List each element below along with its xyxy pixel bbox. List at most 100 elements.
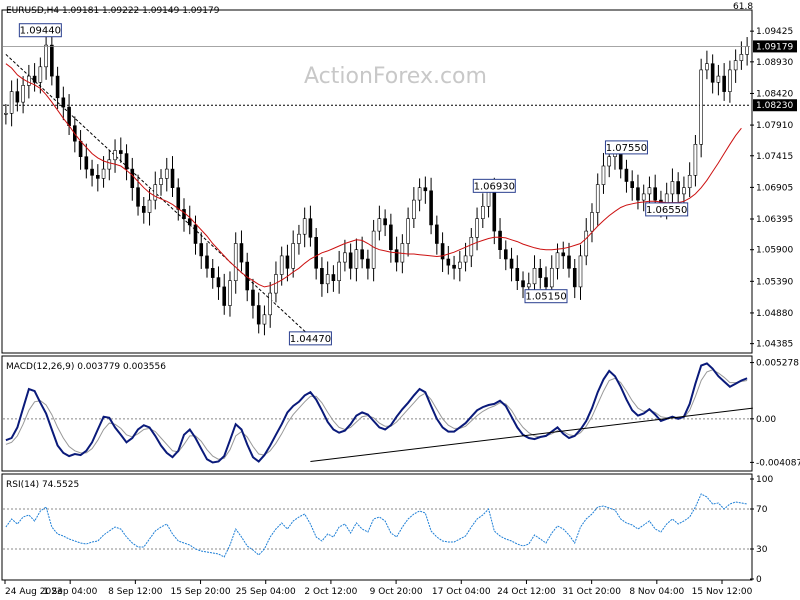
- price-annotation-box: [604, 140, 648, 155]
- candle-body: [555, 252, 560, 269]
- candle-body: [314, 237, 318, 269]
- candle-body: [446, 258, 451, 266]
- price-y-tick-label: 1.06905: [756, 183, 793, 193]
- candle-body: [722, 75, 726, 92]
- x-tick-label: 8 Nov 04:00: [629, 587, 684, 597]
- candle-body: [544, 277, 548, 288]
- candle-body: [216, 277, 221, 288]
- candle-body: [383, 218, 387, 226]
- candle-body: [4, 113, 8, 115]
- candle-body: [682, 187, 686, 195]
- candle-body: [423, 187, 428, 192]
- candle-body: [118, 150, 123, 154]
- candle-body: [113, 150, 117, 161]
- candle-body: [320, 267, 324, 285]
- price-annotation-label: 1.06930: [474, 181, 515, 192]
- candle-body: [647, 187, 652, 195]
- candle-body: [515, 267, 520, 281]
- macd-y-tick-label: -0.004087: [756, 458, 800, 468]
- candle-body: [222, 286, 227, 306]
- x-tick-label: 24 Oct 12:00: [497, 587, 556, 597]
- macd-y-tick-label: 0.005278: [756, 359, 799, 369]
- candle-body: [458, 261, 462, 269]
- candle-body: [348, 252, 353, 269]
- candle-body: [366, 258, 370, 269]
- candle-body: [406, 218, 410, 244]
- candle-body: [233, 243, 238, 282]
- candle-body: [331, 274, 336, 281]
- candle-body: [124, 153, 129, 170]
- price-annotation-box: [472, 178, 516, 193]
- candle-body: [291, 243, 295, 269]
- rsi-y-tick-label: 30: [756, 545, 768, 555]
- macd-panel-title: MACD(12,26,9) 0.003779 0.003556: [6, 362, 166, 372]
- candle-body: [745, 46, 749, 55]
- candle-body: [302, 218, 307, 235]
- rsi-y-axis: 100 70 30 0: [750, 475, 773, 585]
- price-y-tick-label: 1.08930: [756, 58, 793, 68]
- x-tick-label: 2 Oct 12:00: [304, 587, 357, 597]
- current-price-label: 1.09179: [756, 42, 793, 52]
- price-annotation-box: [524, 289, 568, 304]
- price-annotation-label: 1.05150: [525, 292, 566, 303]
- price-y-tick-label: 1.08420: [756, 89, 793, 99]
- candle-body: [164, 168, 169, 179]
- candle-body: [389, 224, 393, 250]
- candle-body: [239, 243, 244, 263]
- price-annotation-box: [288, 331, 332, 346]
- candle-body: [452, 264, 456, 269]
- watermark: ActionForex.com: [304, 64, 487, 89]
- candle-body: [32, 75, 37, 83]
- price-annotation-label: 1.07550: [606, 143, 647, 154]
- candle-body: [636, 187, 640, 201]
- candle-body: [607, 156, 612, 167]
- candle-body: [55, 75, 60, 99]
- candle-body: [412, 199, 416, 220]
- x-tick-label: 17 Oct 04:00: [432, 587, 491, 597]
- price-y-tick-label: 1.04385: [756, 340, 793, 350]
- price-trendline: [5, 54, 311, 337]
- x-tick-label: 24 Aug 2023: [5, 587, 63, 597]
- price-y-axis: 1.09425 1.08930 1.08420 1.07910 1.07415 1.069…: [750, 27, 793, 350]
- candle-body: [624, 168, 629, 182]
- candle-body: [153, 184, 158, 201]
- candle-body: [578, 255, 583, 288]
- candle-body: [710, 63, 715, 83]
- candle-body: [199, 243, 204, 257]
- rsi-y-tick-label: 0: [756, 575, 762, 585]
- candle-body: [521, 280, 525, 288]
- candle-body: [354, 249, 359, 269]
- candle-body: [463, 255, 468, 263]
- level-line-label-box: [753, 99, 797, 112]
- price-y-tick-label: 1.09425: [756, 27, 793, 37]
- candle-body: [176, 187, 181, 210]
- candle-body: [733, 60, 738, 71]
- price-y-tick-label: 1.07415: [756, 152, 793, 162]
- level-line-label: 1.08230: [756, 101, 793, 111]
- candle-body: [590, 212, 594, 232]
- candle-body: [268, 292, 272, 316]
- candle-body: [371, 230, 376, 269]
- candle-body: [170, 168, 175, 189]
- macd-y-axis: 0.005278 0.00 -0.004087: [750, 359, 800, 468]
- candle-body: [526, 283, 531, 288]
- candle-body: [210, 267, 215, 278]
- candle-body: [130, 168, 135, 189]
- macd-lines: [3, 362, 753, 464]
- candle-body: [440, 243, 445, 260]
- price-annotation-box: [645, 202, 689, 217]
- candle-body: [377, 218, 382, 232]
- candle-body: [136, 187, 140, 207]
- candle-body: [670, 181, 675, 195]
- candle-body: [205, 255, 209, 269]
- candle-body: [693, 144, 698, 176]
- candle-body: [44, 44, 48, 68]
- rsi-panel-frame: [1, 473, 753, 581]
- rsi-y-tick-label: 70: [756, 505, 768, 515]
- rsi-panel-title: RSI(14) 74.5525: [6, 480, 79, 490]
- candle-body: [187, 218, 192, 226]
- candle-body: [141, 206, 146, 213]
- macd-main-line: [5, 362, 748, 464]
